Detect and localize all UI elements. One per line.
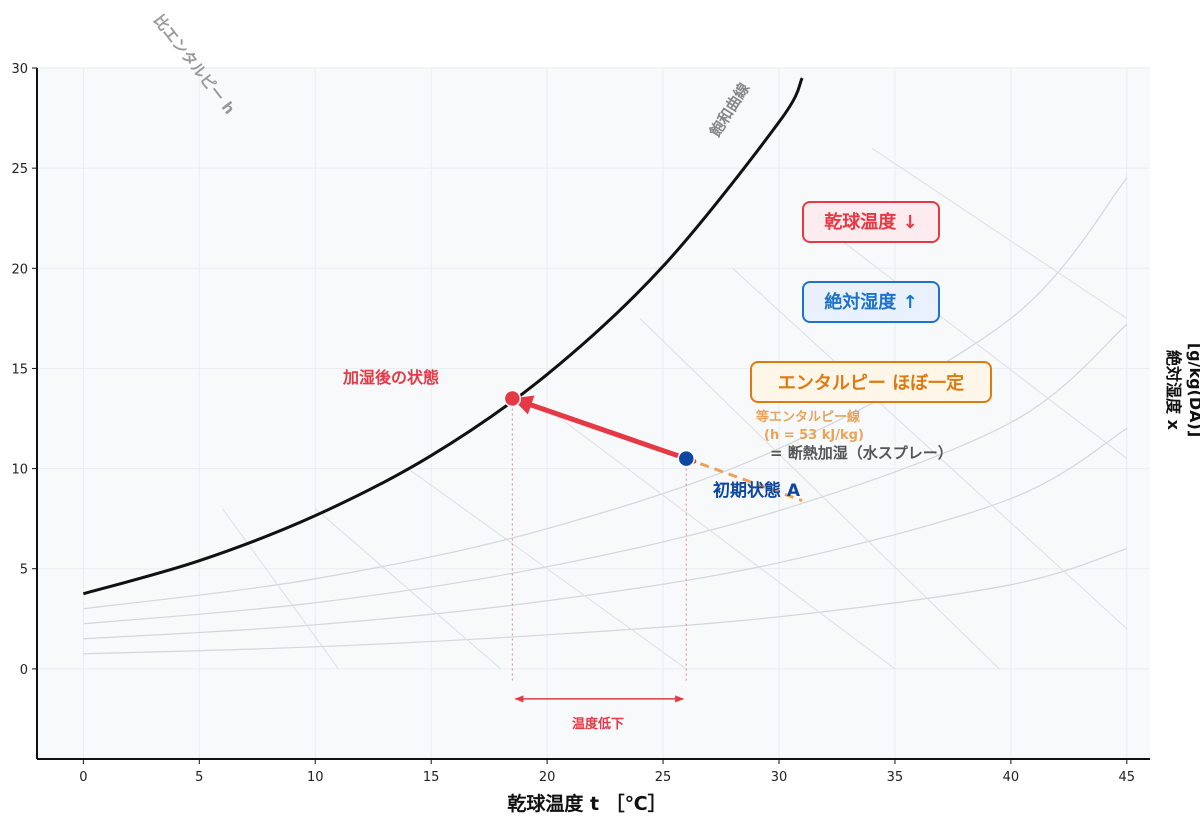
temperature-drop-label: 温度低下 (572, 716, 624, 732)
point-initial (677, 449, 695, 468)
point-humidified (503, 389, 522, 408)
enthalpy-line (732, 267, 1128, 630)
badge-dry-bulb-box (802, 201, 940, 243)
y-tick-label: 15 (11, 362, 28, 377)
relative-humidity-curves (83, 177, 1128, 655)
badge-enthalpy-box (750, 361, 992, 403)
badge-dry-bulb: 乾球温度 ↓ (802, 201, 940, 243)
isenthalpic-label-line1: 等エンタルピー線 (755, 409, 861, 425)
y-tick-label: 5 (20, 563, 28, 578)
x-tick-label: 15 (423, 770, 440, 785)
saturation-curve (82, 77, 804, 596)
rh-curve (83, 548, 1127, 655)
humidified-point-label: 加湿後の状態 (342, 368, 439, 387)
initial-point-label: 初期状態 A (713, 480, 801, 501)
y-ticks: 0 5 10 15 20 25 30 (11, 62, 37, 678)
enthalpy-line (222, 508, 339, 670)
badge-absolute-humidity-text: 絶対湿度 ↑ (824, 291, 917, 313)
badge-enthalpy: エンタルピー ほぼ一定 (750, 361, 992, 403)
x-ticks: 0 5 10 15 20 25 30 35 40 45 (79, 759, 1135, 785)
x-tick-label: 30 (771, 770, 788, 785)
y-tick-label: 25 (11, 162, 28, 177)
enthalpy-line (871, 147, 1128, 319)
badge-absolute-humidity-box (802, 281, 940, 323)
x-tick-label: 5 (195, 770, 203, 785)
y-axis-label: 絶対湿度 x [g/kg(DA)] (1164, 343, 1200, 437)
rh-curve (83, 177, 1128, 610)
x-axis-label: 乾球温度 t ［℃］ (507, 792, 666, 815)
state-points (503, 389, 695, 468)
x-tick-label: 35 (887, 770, 904, 785)
rh-curve (83, 428, 1128, 640)
plot-area (37, 68, 1150, 759)
y-tick-label: 0 (20, 663, 28, 678)
x-tick-label: 10 (307, 770, 324, 785)
isenthalpic-label-line2: (h = 53 kJ/kg) (764, 428, 864, 443)
enthalpy-line (639, 318, 1000, 670)
enthalpy-line (314, 508, 502, 670)
rh-curve (83, 323, 1128, 625)
y-axis-label-line1: 絶対湿度 x (1164, 350, 1183, 431)
badge-absolute-humidity: 絶対湿度 ↑ (802, 281, 940, 323)
y-tick-label: 30 (11, 62, 28, 77)
y-axis-label-line2: [g/kg(DA)] (1186, 343, 1200, 437)
badge-enthalpy-text: エンタルピー ほぼ一定 (778, 372, 964, 394)
x-tick-label: 40 (1003, 770, 1020, 785)
y-tick-label: 10 (11, 463, 28, 478)
x-tick-label: 25 (655, 770, 672, 785)
y-tick-label: 20 (11, 262, 28, 277)
enthalpy-line (546, 408, 896, 670)
isenthalpic-line (685, 457, 803, 503)
process-label: = 断熱加湿（水スプレー） (770, 444, 953, 462)
enthalpy-line (825, 227, 1128, 459)
enthalpy-line (407, 468, 687, 670)
badge-dry-bulb-text: 乾球温度 ↓ (824, 211, 917, 233)
enthalpy-lines (222, 147, 1128, 670)
x-tick-label: 0 (79, 770, 87, 785)
x-tick-label: 20 (539, 770, 556, 785)
process-arrow (512, 395, 697, 464)
temperature-drop-guides (511, 398, 687, 703)
x-tick-label: 45 (1119, 770, 1136, 785)
